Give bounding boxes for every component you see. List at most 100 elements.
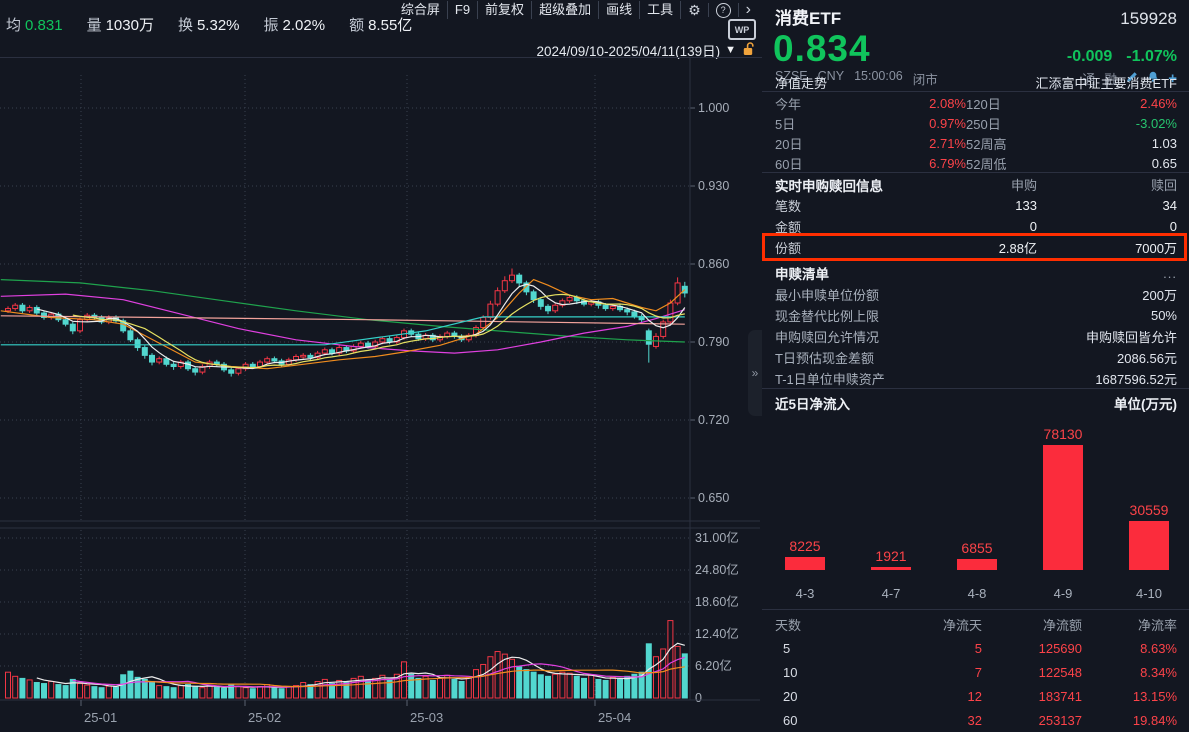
volume-bar (55, 684, 62, 699)
more-button[interactable]: ... (1163, 265, 1177, 281)
stat-label: 量 (86, 17, 102, 34)
flow-table-row-60: 60 32 253137 19.84% (762, 708, 1189, 732)
candle-body (559, 300, 566, 306)
month-axis-label: 25-04 (598, 710, 631, 725)
days-cell: 10 (783, 664, 798, 680)
currency-label: CNY (817, 69, 845, 83)
volume-ma5-line (36, 642, 685, 688)
panel-collapse-handle[interactable]: » (748, 330, 762, 416)
inflow-bar-4-3 (785, 557, 825, 570)
candle-body (602, 304, 609, 310)
list-row-label: 申购赎回允许情况 (775, 330, 880, 345)
toolbar-item-综合屏[interactable]: 综合屏 (394, 1, 448, 19)
volume-bar (624, 675, 631, 699)
volume-bar (329, 683, 335, 699)
toolbar-item-画线[interactable]: 画线 (599, 1, 641, 19)
toolbar-item-工具[interactable]: 工具 (640, 1, 682, 19)
volume-bar (350, 677, 357, 699)
volume-bar (105, 685, 112, 699)
volume-bar (660, 648, 667, 699)
ma-long-green-line (0, 279, 685, 343)
stat-4: 额 8.55亿 (349, 14, 412, 35)
volume-bar (249, 688, 256, 699)
add-to-watchlist-icon[interactable]: + (1168, 69, 1177, 87)
candle-body (379, 338, 386, 343)
volume-bar (156, 685, 163, 699)
list-section-title: 申赎清单 (775, 267, 829, 282)
volume-axis-label: 31.00亿 (695, 530, 739, 545)
volume-bar (372, 677, 379, 699)
candle-body (5, 308, 11, 312)
volume-bar (221, 687, 227, 699)
redeem-value: 0 (1169, 219, 1177, 234)
nav-stat-value: 2.71% (929, 135, 966, 151)
candle-body (127, 330, 134, 341)
flow-table-row-10: 10 7 122548 8.34% (762, 660, 1189, 684)
price-axis-label: 0.790 (698, 335, 729, 349)
candle-body (69, 323, 76, 332)
netflow-rate-cell: 8.34% (1140, 664, 1177, 680)
nav-stat-label: 52周高 (966, 136, 1007, 152)
candle-body (631, 311, 638, 317)
inflow-value: 30559 (1129, 502, 1169, 518)
change-value: -0.009 (1066, 48, 1113, 65)
volume-bar (41, 683, 47, 699)
wp-monitor-icon[interactable]: WP (728, 19, 756, 40)
volume-axis-label: 0 (695, 691, 702, 705)
netflow-rate-cell: 13.15% (1132, 688, 1177, 704)
list-row-label: 现金替代比例上限 (775, 309, 880, 324)
nav-stat-row-2: 20日 2.71% 52周高 1.03 (762, 133, 1189, 153)
candle-body (242, 363, 249, 370)
unlock-icon[interactable] (743, 42, 755, 61)
toolbar-item-前复权[interactable]: 前复权 (478, 1, 533, 19)
list-row-value: 50% (1150, 308, 1177, 323)
toolbar-item-超级叠加[interactable]: 超级叠加 (532, 1, 600, 19)
volume-bar (285, 686, 292, 699)
candle-body (77, 319, 83, 332)
header-divider (0, 57, 762, 58)
stat-2: 换 5.32% (178, 14, 240, 35)
quote-panel: 消费ETF 159928 0.834 -0.009 -1.07% SZSE CN… (762, 0, 1189, 732)
candle-body (185, 361, 191, 370)
candle-body (552, 304, 559, 312)
volume-bar (552, 673, 559, 699)
chevron-down-icon[interactable]: ▼ (725, 44, 736, 56)
volume-bar (149, 680, 155, 699)
chevron-glyph: › (745, 1, 751, 18)
candle-body (566, 296, 573, 302)
toolbar-item-F9[interactable]: F9 (448, 1, 479, 19)
alert-bell-icon[interactable] (1147, 71, 1159, 86)
inflow-date-label: 4-10 (1135, 586, 1163, 601)
volume-bar (501, 653, 508, 699)
candlestick-chart-canvas[interactable]: 1.000 0.930 0.860 0.790 0.720 0.650 31.00亿 24.8… (0, 57, 762, 732)
nav-stat-value: 0.97% (929, 115, 966, 131)
price-change: -0.009 -1.07% (1067, 48, 1177, 66)
volume-bar (12, 675, 19, 699)
edit-pencil-icon[interactable] (1126, 71, 1138, 86)
chart-region: 均 0.831 量 1030万 换 5.32% 振 2.02% 额 8.55亿 综合屏 F9 前复权超… (0, 0, 763, 732)
help-icon[interactable]: ? (709, 2, 739, 18)
ref-line-cyan-line (0, 316, 685, 346)
settings-gear-icon[interactable]: ⚙ (681, 3, 709, 17)
toolbar-overflow-chevron-icon[interactable]: › (739, 1, 758, 18)
date-range-link[interactable]: 2024/09/10-2025/04/11(139日) (536, 44, 721, 59)
candle-body (624, 309, 631, 313)
volume-bar (271, 687, 278, 699)
volume-bar (566, 672, 573, 699)
candle-body (365, 342, 371, 347)
price-stats-bar: 均 0.831 量 1030万 换 5.32% 振 2.02% 额 8.55亿 (6, 14, 412, 35)
candle-body (307, 354, 314, 359)
realtime-row-份额: 份额 2.88亿 7000万 (762, 237, 1189, 258)
volume-bar (84, 684, 91, 699)
volume-bar (134, 676, 141, 699)
candle-body (228, 369, 235, 374)
days-cell: 20 (783, 688, 798, 704)
volume-axis-label: 12.40亿 (695, 626, 739, 641)
volume-bar (213, 686, 220, 699)
volume-bar (451, 678, 458, 699)
volume-bar (113, 686, 119, 699)
stat-label: 振 (263, 17, 279, 34)
candle-body (19, 304, 26, 312)
realtime-row-笔数: 笔数 133 34 (762, 195, 1189, 216)
volume-bar (602, 679, 609, 699)
